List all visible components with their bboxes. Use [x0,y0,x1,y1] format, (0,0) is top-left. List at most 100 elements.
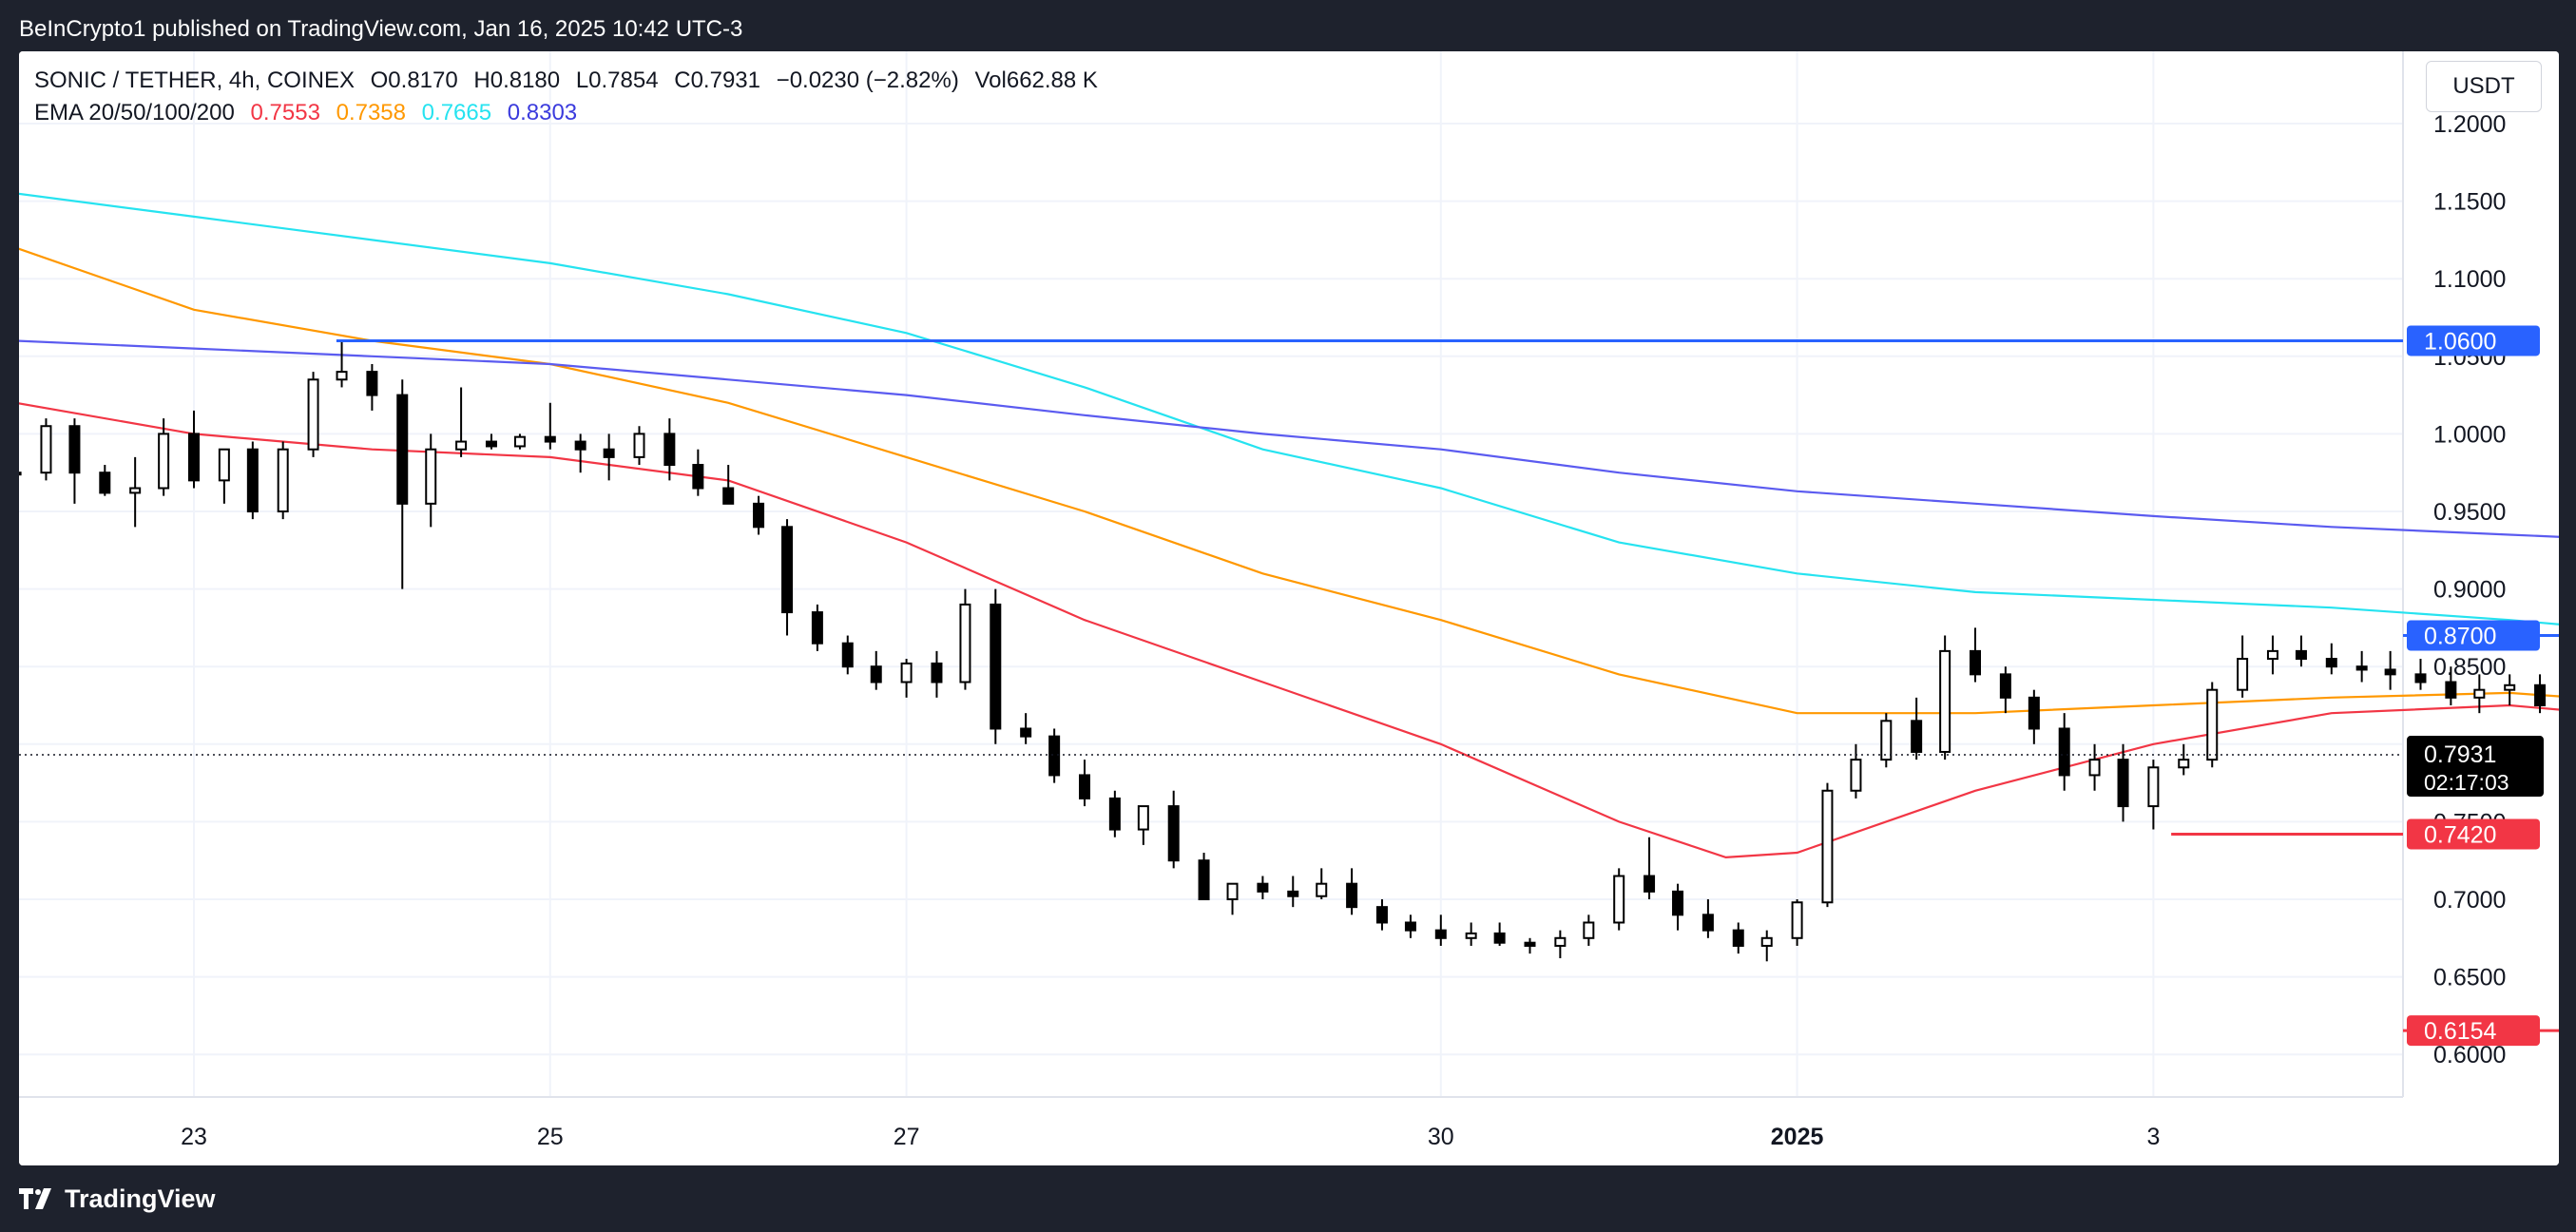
candle-body [959,603,971,683]
current-price-tag [2407,736,2544,798]
candle-body [246,448,259,512]
candle-body [1465,932,1477,939]
y-tick-label: 0.6500 [2433,965,2506,991]
level-price-label: 0.6154 [2424,1018,2497,1045]
candle-body [990,603,1002,730]
publisher-header: BeInCrypto1 published on TradingView.com… [19,16,743,42]
candle-body [1672,890,1684,916]
candle-body [931,662,943,683]
x-tick-label: 2025 [1771,1124,1824,1150]
y-tick-label: 1.0000 [2433,421,2506,448]
level-price-label: 0.7420 [2424,821,2496,848]
candle-body [1048,735,1061,777]
ema-label[interactable]: EMA 20/50/100/200 [34,100,235,125]
y-tick-label: 0.6000 [2433,1042,2506,1068]
candle-body [900,662,913,683]
candle-body [99,472,111,494]
candle-body [1257,882,1269,893]
candle-body [2058,727,2070,777]
ema20-value: 0.7553 [250,100,320,125]
x-tick-label: 23 [181,1124,207,1150]
candle-body [513,435,526,448]
candle-body [841,642,854,668]
candle-body [336,371,348,381]
y-tick-label: 1.1500 [2433,189,2506,216]
ohlc-open: O0.8170 [370,67,458,93]
x-tick-label: 30 [1428,1124,1454,1150]
candle-body [277,448,289,512]
candle-body [2028,696,2040,730]
ema50-value: 0.7358 [336,100,406,125]
candle-body [781,526,794,614]
price-chart[interactable]: 1.20001.15001.10001.05001.00000.95000.90… [19,51,2559,1165]
candle-body [366,371,378,396]
candle-body [1732,929,1744,947]
candle-body [396,394,409,505]
candle-body [218,448,230,482]
candle-body [2088,759,2101,777]
candle-body [1999,673,2011,699]
candle-body [1108,797,1121,831]
candle-body [603,448,615,458]
candle-body [68,425,81,474]
candle-body [811,611,823,645]
y-tick-label: 0.8500 [2433,654,2506,681]
candle-body [1880,720,1893,761]
candle-body [40,425,52,474]
candle-body [129,487,142,494]
candle-body [870,665,882,683]
y-tick-label: 1.1000 [2433,266,2506,293]
candle-body [663,433,676,467]
candle-body [1375,906,1388,924]
level-price-tag [2407,325,2540,356]
x-tick-label: 27 [894,1124,920,1150]
candle-body [633,433,645,458]
level-price-tag [2407,1015,2540,1047]
candle-body [1701,914,1714,932]
y-tick-label: 0.7000 [2433,887,2506,914]
candle-body [1404,921,1416,932]
candle-body [2414,673,2427,683]
chart-panel[interactable]: 1.2000 1.1500 1.1000 1.0500 1.0000 0.9500 0.90… [19,51,2559,1165]
candle-body [574,440,586,451]
candle-body [2206,688,2219,761]
ema100-value: 0.7665 [421,100,492,125]
candle-body [1970,649,1981,676]
candle-body [544,435,556,443]
candle-body [2117,759,2129,808]
ema-line-ema50 [19,247,2559,715]
candle-body [1167,805,1180,862]
candle-body [1791,901,1803,939]
candle-body [2355,665,2368,671]
candle-body [1020,727,1032,738]
countdown-label: 02:17:03 [2424,770,2509,795]
x-tick-label: 3 [2146,1124,2160,1150]
candle-body [2266,649,2278,661]
candle-body [1644,875,1656,893]
candle-body [2237,658,2249,691]
candle-body [692,464,704,490]
candle-body [2147,766,2160,808]
candle-body [19,472,22,476]
candle-body [722,487,735,505]
level-price-tag [2407,620,2540,651]
level-price-tag [2407,818,2540,850]
candle-body [753,502,765,529]
footer-brand[interactable]: TradingView [65,1184,216,1213]
ohlc-low: L0.7854 [575,67,659,93]
candle-body [158,433,170,490]
candle-body [1524,941,1536,947]
candle-body [1583,921,1595,939]
symbol-title[interactable]: SONIC / TETHER, 4h, COINEX [34,67,355,93]
chart-legend: SONIC / TETHER, 4h, COINEX O0.8170 H0.81… [34,65,1107,129]
ohlc-high: H0.8180 [473,67,561,93]
candle-body [2473,688,2486,699]
candle-body [1554,936,1567,947]
currency-button[interactable]: USDT [2426,61,2542,112]
candle-body [307,378,319,451]
candle-body [1821,789,1834,904]
ema-line-ema100 [19,192,2559,626]
candle-body [1939,649,1951,753]
tradingview-logo-icon [19,1188,51,1209]
current-price-label: 0.7931 [2424,741,2496,768]
